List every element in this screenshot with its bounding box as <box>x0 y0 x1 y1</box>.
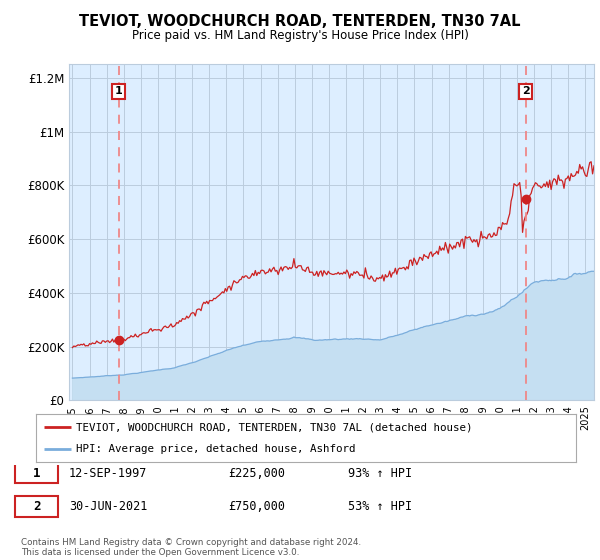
Text: 1: 1 <box>33 466 40 480</box>
Text: Contains HM Land Registry data © Crown copyright and database right 2024.
This d: Contains HM Land Registry data © Crown c… <box>21 538 361 557</box>
Text: TEVIOT, WOODCHURCH ROAD, TENTERDEN, TN30 7AL: TEVIOT, WOODCHURCH ROAD, TENTERDEN, TN30… <box>79 14 521 29</box>
Text: 2: 2 <box>33 500 40 513</box>
Text: Price paid vs. HM Land Registry's House Price Index (HPI): Price paid vs. HM Land Registry's House … <box>131 29 469 42</box>
Text: 53% ↑ HPI: 53% ↑ HPI <box>348 500 412 513</box>
Text: 30-JUN-2021: 30-JUN-2021 <box>69 500 148 513</box>
FancyBboxPatch shape <box>15 496 58 517</box>
Text: TEVIOT, WOODCHURCH ROAD, TENTERDEN, TN30 7AL (detached house): TEVIOT, WOODCHURCH ROAD, TENTERDEN, TN30… <box>77 422 473 432</box>
Text: 12-SEP-1997: 12-SEP-1997 <box>69 466 148 480</box>
Text: £750,000: £750,000 <box>228 500 285 513</box>
Text: HPI: Average price, detached house, Ashford: HPI: Average price, detached house, Ashf… <box>77 444 356 454</box>
Text: 2: 2 <box>522 86 529 96</box>
Text: 1: 1 <box>115 86 122 96</box>
Text: 93% ↑ HPI: 93% ↑ HPI <box>348 466 412 480</box>
FancyBboxPatch shape <box>15 463 58 483</box>
Text: £225,000: £225,000 <box>228 466 285 480</box>
